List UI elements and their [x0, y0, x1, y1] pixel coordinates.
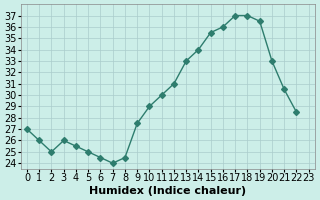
- X-axis label: Humidex (Indice chaleur): Humidex (Indice chaleur): [89, 186, 246, 196]
